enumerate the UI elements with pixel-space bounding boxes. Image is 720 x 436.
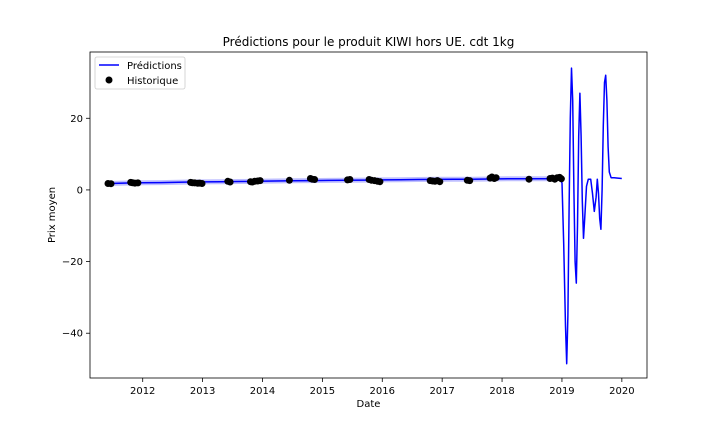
historique-point xyxy=(285,176,293,184)
historique-point xyxy=(256,177,264,185)
historique-point xyxy=(376,178,384,186)
historique-point xyxy=(436,178,444,186)
historique-point xyxy=(492,174,500,182)
legend-historique-label: Historique xyxy=(127,76,178,87)
plot-area xyxy=(104,67,622,365)
x-tick-label: 2017 xyxy=(429,386,454,397)
x-axis-label: Date xyxy=(357,399,381,410)
legend-predictions-label: Prédictions xyxy=(127,60,182,72)
historique-point xyxy=(198,180,206,187)
axes-frame xyxy=(89,51,648,379)
historique-point xyxy=(311,176,319,183)
y-tick-label: −40 xyxy=(62,329,83,340)
x-tick-label: 2016 xyxy=(370,386,395,397)
historique-point xyxy=(557,175,565,183)
y-tick-label: 20 xyxy=(70,114,83,125)
predictions-line xyxy=(109,67,622,365)
x-tick-label: 2018 xyxy=(489,386,514,397)
x-tick-label: 2015 xyxy=(310,386,335,397)
x-tick-label: 2012 xyxy=(130,386,155,397)
x-tick-label: 2013 xyxy=(190,386,215,397)
legend-historique-swatch xyxy=(105,76,113,84)
y-axis-label: Prix moyen xyxy=(47,187,58,243)
historique-point xyxy=(466,177,474,185)
historique-point xyxy=(525,175,533,183)
legend: Prédictions Historique xyxy=(94,56,186,90)
historique-point xyxy=(134,179,142,187)
historique-point xyxy=(346,176,354,183)
y-tick-label: 0 xyxy=(77,185,83,196)
y-tick-label: −20 xyxy=(62,257,83,268)
x-tick-label: 2014 xyxy=(250,386,275,397)
x-tick-label: 2019 xyxy=(549,386,574,397)
x-tick-label: 2020 xyxy=(609,386,634,397)
historique-point xyxy=(226,178,234,186)
chart-title: Prédictions pour le produit KIWI hors UE… xyxy=(223,35,515,49)
historique-point xyxy=(107,180,115,188)
axis-ticks: 2012 2013 2014 2015 2016 2017 2018 2019 2020 −40 −… xyxy=(62,114,635,397)
